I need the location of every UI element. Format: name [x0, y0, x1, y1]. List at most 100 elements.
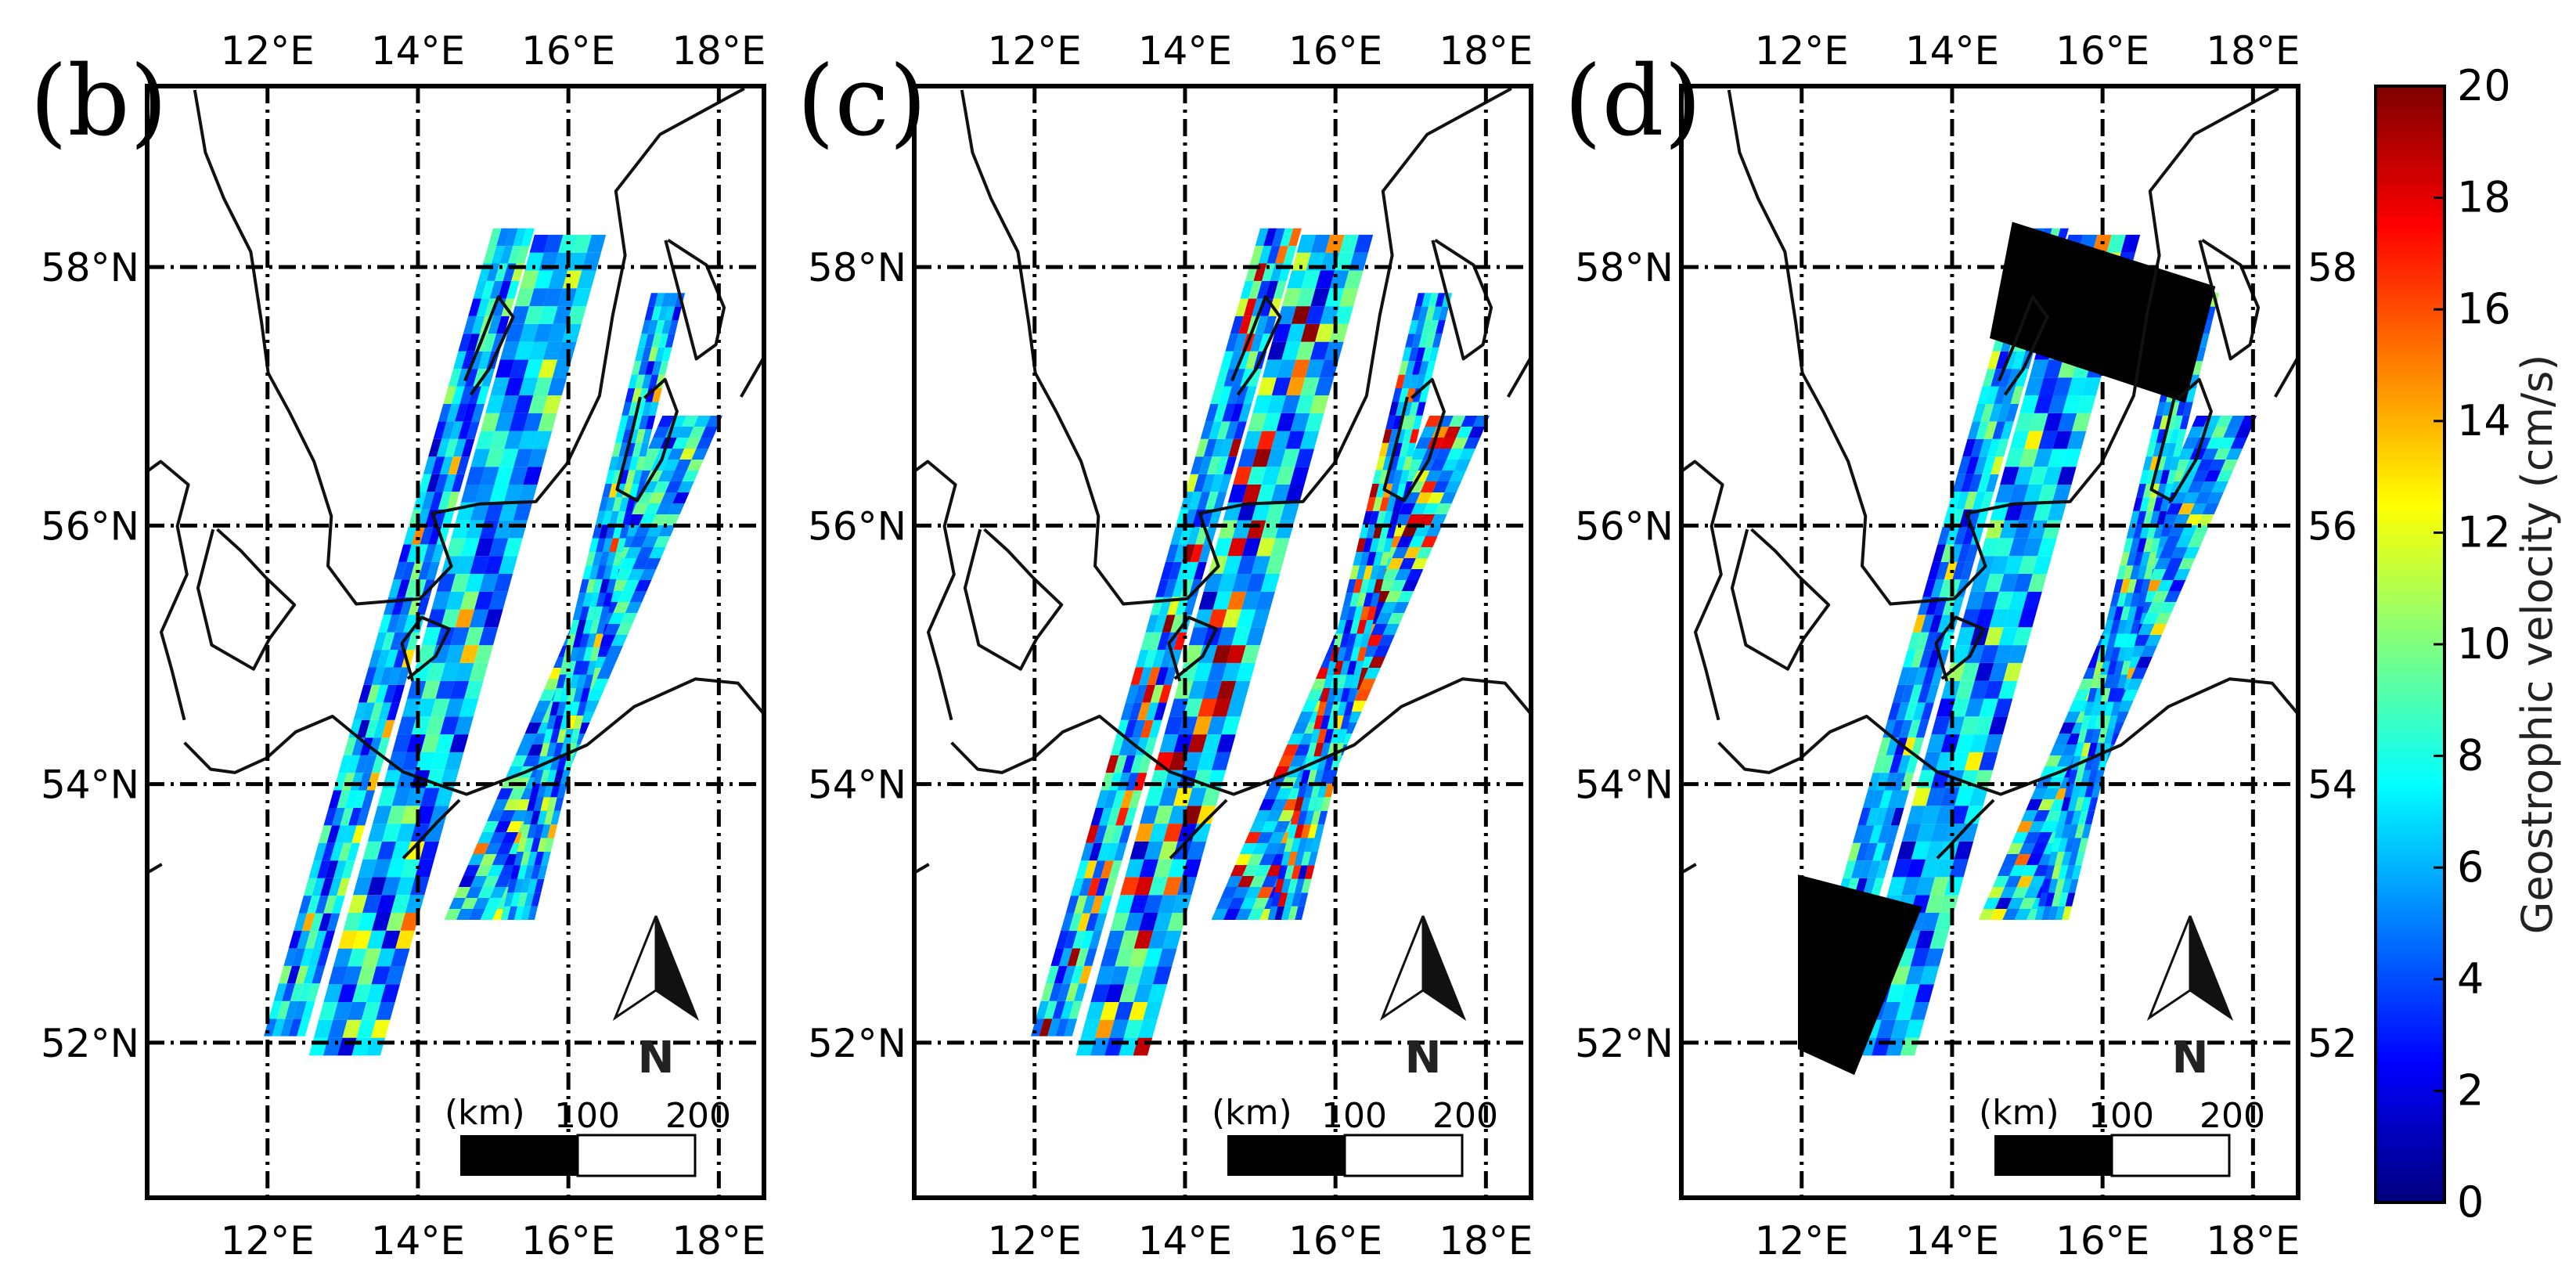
- velocity-cell: [452, 438, 467, 457]
- velocity-cell: [2028, 821, 2045, 832]
- velocity-cell: [2002, 909, 2019, 920]
- velocity-cell: [467, 854, 485, 865]
- velocity-cell: [2057, 413, 2077, 431]
- velocity-cell: [2054, 734, 2071, 744]
- velocity-cell: [2214, 449, 2231, 460]
- velocity-cell: [2055, 878, 2066, 893]
- velocity-cell: [1230, 865, 1248, 876]
- velocity-cell: [548, 270, 568, 289]
- velocity-cell: [662, 460, 680, 470]
- velocity-cell: [288, 1018, 302, 1036]
- velocity-cell: [629, 456, 639, 470]
- velocity-cell: [1360, 579, 1371, 593]
- velocity-cell: [319, 1002, 338, 1020]
- velocity-cell: [367, 824, 387, 842]
- velocity-cell: [1983, 734, 2003, 752]
- velocity-cell: [2136, 483, 2146, 498]
- velocity-cell: [2166, 558, 2183, 569]
- velocity-cell: [1995, 351, 2009, 370]
- velocity-cell: [381, 877, 402, 896]
- velocity-cell: [2078, 838, 2088, 852]
- velocity-cell: [380, 667, 394, 685]
- velocity-cell: [1083, 948, 1097, 966]
- velocity-cell: [330, 842, 344, 861]
- velocity-cell: [431, 544, 445, 562]
- velocity-cell: [467, 333, 480, 351]
- velocity-cell: [2055, 852, 2065, 866]
- velocity-cell: [2065, 865, 2075, 879]
- velocity-cell: [1962, 438, 1976, 457]
- velocity-cell: [1418, 333, 1429, 348]
- velocity-cell: [1983, 421, 1998, 439]
- velocity-cell: [485, 502, 504, 521]
- velocity-cell: [1242, 485, 1262, 503]
- velocity-cell: [1368, 657, 1385, 668]
- coastline-path: [400, 615, 451, 682]
- velocity-cell: [1366, 579, 1377, 593]
- velocity-cell: [1933, 544, 1946, 562]
- velocity-cell: [2003, 609, 2023, 628]
- velocity-cell: [583, 647, 593, 662]
- velocity-cell: [1389, 580, 1407, 591]
- velocity-cell: [1254, 865, 1271, 876]
- velocity-cell: [517, 838, 528, 852]
- velocity-cell: [1237, 502, 1257, 521]
- velocity-cell: [573, 715, 584, 730]
- velocity-cell: [1982, 369, 1996, 387]
- velocity-cell: [1926, 684, 1940, 703]
- velocity-cell: [1108, 860, 1122, 878]
- velocity-cell: [2134, 606, 2144, 620]
- velocity-cell: [1974, 716, 1994, 735]
- velocity-cell: [1193, 561, 1207, 580]
- panel-label: (d): [1564, 45, 1702, 158]
- velocity-cell: [1997, 404, 2011, 422]
- coastline-path: [1936, 799, 1995, 860]
- lon-tick-bottom: 16°E: [1288, 1218, 1382, 1264]
- velocity-cell: [396, 667, 410, 685]
- velocity-cell: [549, 701, 560, 716]
- velocity-cell: [1144, 841, 1164, 860]
- lat-tick: 58°N: [41, 245, 139, 290]
- velocity-cell: [1418, 514, 1436, 525]
- velocity-cell: [1210, 386, 1224, 404]
- velocity-cell: [2097, 701, 2108, 716]
- velocity-cell: [1168, 859, 1187, 878]
- velocity-cell: [1250, 246, 1264, 264]
- velocity-cell: [449, 734, 469, 752]
- velocity-cell: [312, 965, 326, 984]
- lon-tick-top: 16°E: [1288, 28, 1382, 74]
- velocity-cell: [1155, 667, 1169, 685]
- velocity-cell: [388, 667, 402, 685]
- lon-tick-top: 18°E: [1439, 28, 1533, 74]
- velocity-cell: [1868, 860, 1881, 878]
- velocity-cell: [373, 806, 392, 824]
- velocity-cell: [1245, 351, 1259, 370]
- velocity-cell: [644, 333, 655, 348]
- velocity-cell: [2139, 470, 2150, 484]
- velocity-cell: [513, 852, 524, 866]
- velocity-cell: [2137, 565, 2147, 579]
- velocity-cell: [1242, 431, 1263, 449]
- velocity-cell: [2048, 906, 2059, 920]
- velocity-cell: [1991, 456, 2005, 474]
- velocity-cell: [1227, 591, 1247, 610]
- velocity-cell: [416, 698, 436, 717]
- velocity-cell: [1999, 574, 2019, 592]
- velocity-cell: [1270, 799, 1288, 810]
- velocity-cell: [1281, 878, 1292, 893]
- velocity-cell: [1152, 966, 1173, 985]
- velocity-cell: [400, 913, 420, 931]
- velocity-cell: [1296, 712, 1314, 723]
- velocity-cell: [1353, 606, 1364, 620]
- velocity-cell: [603, 565, 613, 579]
- velocity-cell: [1218, 474, 1232, 492]
- velocity-cell: [2014, 467, 2034, 485]
- velocity-cell: [2074, 824, 2085, 838]
- velocity-cell: [1151, 650, 1166, 668]
- velocity-cell: [599, 579, 610, 593]
- velocity-cell: [1983, 680, 2004, 699]
- velocity-cell: [1957, 544, 1971, 562]
- velocity-cell: [450, 574, 470, 592]
- velocity-cell: [599, 497, 609, 511]
- velocity-cell: [1871, 878, 1885, 896]
